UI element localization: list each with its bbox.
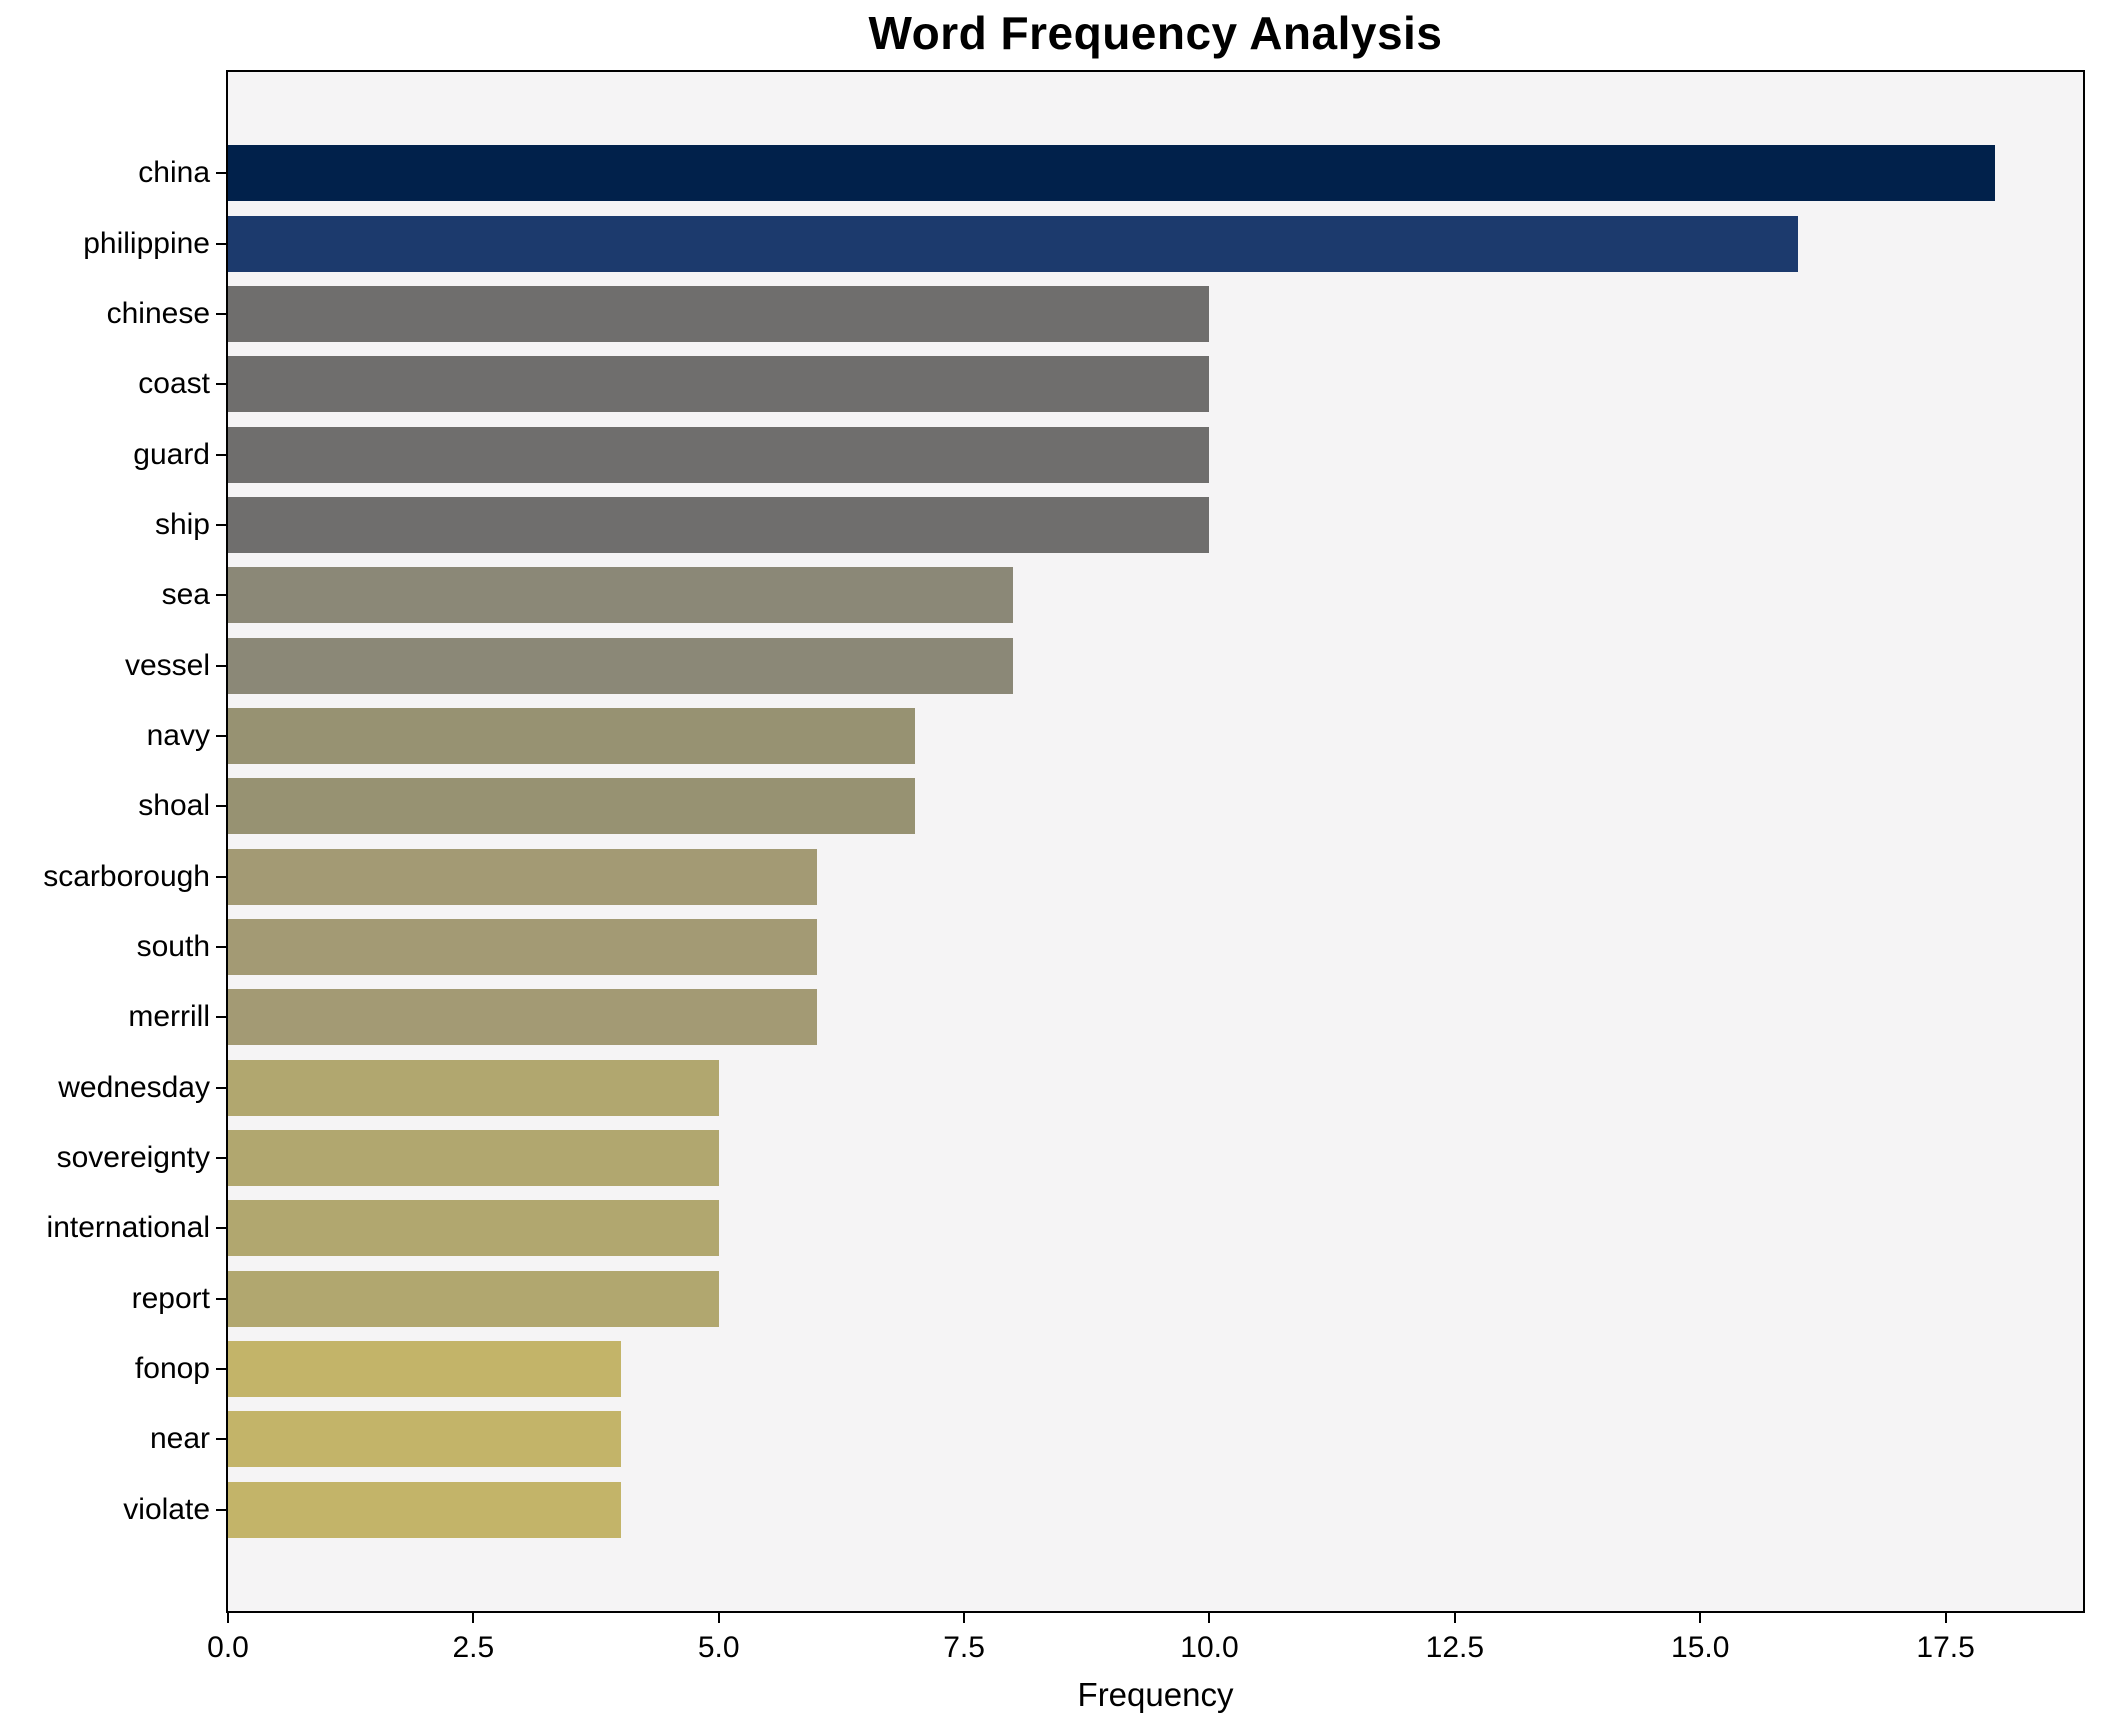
ytick-label-coast: coast [138, 367, 210, 401]
ytick-mark-near [216, 1438, 226, 1441]
bar-philippine [228, 215, 1799, 272]
bar-shoal [228, 778, 916, 835]
ytick-label-navy: navy [146, 718, 210, 752]
xtick-label-0.0: 0.0 [207, 1631, 249, 1664]
ytick-label-philippine: philippine [83, 226, 210, 260]
ytick-label-scarborough: scarborough [43, 859, 210, 893]
xtick-label-2.5: 2.5 [452, 1631, 495, 1664]
chart-title: Word Frequency Analysis [868, 7, 1443, 59]
xtick-mark-7.5 [963, 1613, 966, 1623]
bar-fonop [228, 1341, 621, 1398]
ytick-mark-scarborough [216, 875, 226, 878]
xtick-mark-15.0 [1699, 1613, 1702, 1623]
ytick-label-vessel: vessel [124, 648, 210, 682]
ytick-label-near: near [149, 1422, 210, 1456]
ytick-mark-violate [216, 1508, 226, 1511]
ytick-label-china: china [138, 156, 210, 190]
ytick-mark-sovereignty [216, 1157, 226, 1160]
ytick-mark-wednesday [216, 1086, 226, 1089]
bar-coast [228, 356, 1210, 413]
ytick-label-sovereignty: sovereignty [56, 1141, 210, 1175]
plot-area [226, 70, 2085, 1613]
ytick-mark-philippine [216, 242, 226, 245]
xtick-mark-0.0 [227, 1613, 229, 1623]
ytick-mark-guard [216, 453, 226, 456]
ytick-mark-navy [216, 734, 226, 737]
ytick-label-fonop: fonop [134, 1352, 210, 1386]
xtick-label-12.5: 12.5 [1425, 1631, 1485, 1664]
x-axis-label: Frequency [1077, 1676, 1234, 1713]
ytick-label-wednesday: wednesday [58, 1070, 210, 1104]
bar-scarborough [228, 848, 817, 905]
xtick-mark-5.0 [717, 1613, 720, 1623]
ytick-mark-fonop [216, 1368, 226, 1371]
bar-chinese [228, 285, 1210, 342]
xtick-mark-17.5 [1944, 1613, 1947, 1623]
ytick-mark-sea [216, 594, 226, 597]
bar-wednesday [228, 1059, 719, 1116]
ytick-label-merrill: merrill [128, 1000, 210, 1034]
bar-sovereignty [228, 1130, 719, 1187]
bar-violate [228, 1481, 621, 1538]
xtick-mark-2.5 [472, 1613, 475, 1623]
xtick-mark-12.5 [1453, 1613, 1456, 1623]
ytick-mark-chinese [216, 312, 226, 315]
ytick-mark-coast [216, 383, 226, 386]
bar-guard [228, 426, 1210, 483]
bar-navy [228, 707, 916, 764]
xtick-mark-10.0 [1208, 1613, 1211, 1623]
xtick-label-5.0: 5.0 [697, 1631, 740, 1664]
bar-international [228, 1200, 719, 1257]
xtick-label-17.5: 17.5 [1916, 1631, 1975, 1664]
ytick-mark-ship [216, 523, 226, 526]
ytick-label-south: south [136, 930, 210, 964]
xtick-label-10.0: 10.0 [1180, 1631, 1239, 1664]
ytick-mark-china [216, 172, 226, 175]
bar-china [228, 145, 1995, 202]
bar-ship [228, 496, 1210, 553]
ytick-mark-international [216, 1227, 226, 1230]
xtick-label-7.5: 7.5 [943, 1631, 985, 1664]
ytick-mark-south [216, 946, 226, 949]
bar-merrill [228, 989, 817, 1046]
ytick-mark-report [216, 1297, 226, 1300]
ytick-label-sea: sea [161, 578, 210, 612]
bar-south [228, 919, 817, 976]
ytick-label-international: international [46, 1211, 210, 1245]
ytick-label-guard: guard [133, 437, 210, 471]
ytick-label-violate: violate [123, 1492, 210, 1526]
ytick-label-report: report [131, 1281, 210, 1315]
ytick-mark-vessel [216, 664, 226, 667]
ytick-mark-shoal [216, 805, 226, 808]
xtick-label-15.0: 15.0 [1671, 1631, 1730, 1664]
bar-sea [228, 567, 1014, 624]
ytick-label-shoal: shoal [138, 789, 210, 823]
bar-near [228, 1411, 621, 1468]
ytick-label-chinese: chinese [106, 296, 210, 330]
bar-vessel [228, 637, 1014, 694]
bar-report [228, 1270, 719, 1327]
ytick-mark-merrill [216, 1016, 226, 1019]
ytick-label-ship: ship [154, 507, 210, 541]
